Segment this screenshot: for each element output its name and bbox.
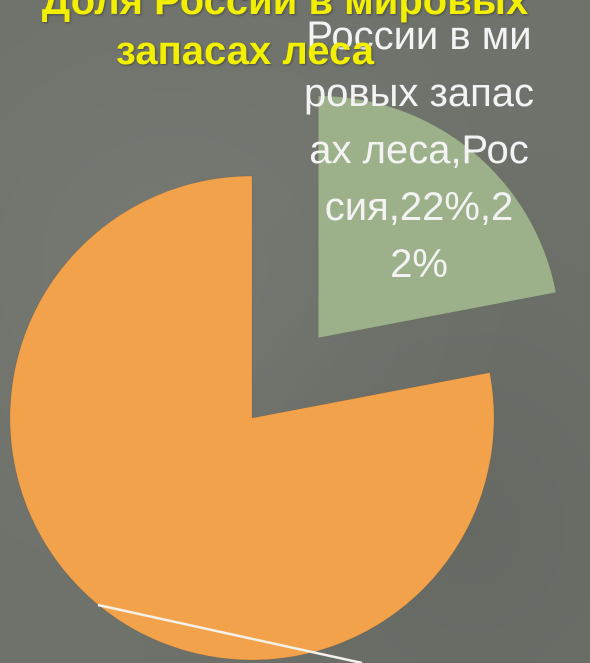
data-label-russia: России в мировых запасах леса,Россия,22%…	[303, 14, 535, 286]
pie-slice-russia	[317, 95, 557, 339]
pie-slice-other-countries	[9, 175, 495, 661]
leader-line	[97, 603, 363, 663]
